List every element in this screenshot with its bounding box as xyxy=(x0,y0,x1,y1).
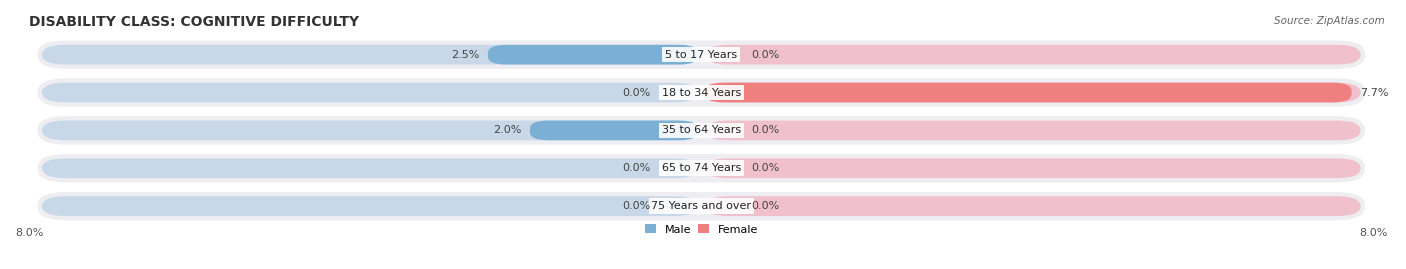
FancyBboxPatch shape xyxy=(38,192,1365,220)
FancyBboxPatch shape xyxy=(42,158,697,178)
Text: 0.0%: 0.0% xyxy=(623,163,651,173)
Text: 0.0%: 0.0% xyxy=(752,125,780,135)
FancyBboxPatch shape xyxy=(704,196,1361,216)
FancyBboxPatch shape xyxy=(704,121,1361,140)
Text: 18 to 34 Years: 18 to 34 Years xyxy=(662,87,741,98)
FancyBboxPatch shape xyxy=(42,45,697,65)
Text: DISABILITY CLASS: COGNITIVE DIFFICULTY: DISABILITY CLASS: COGNITIVE DIFFICULTY xyxy=(30,15,360,29)
Text: 0.0%: 0.0% xyxy=(623,201,651,211)
Text: 2.0%: 2.0% xyxy=(494,125,522,135)
Text: Source: ZipAtlas.com: Source: ZipAtlas.com xyxy=(1274,16,1385,26)
Text: 35 to 64 Years: 35 to 64 Years xyxy=(662,125,741,135)
FancyBboxPatch shape xyxy=(38,154,1365,182)
Text: 0.0%: 0.0% xyxy=(623,87,651,98)
Text: 65 to 74 Years: 65 to 74 Years xyxy=(662,163,741,173)
Text: 2.5%: 2.5% xyxy=(451,50,479,60)
FancyBboxPatch shape xyxy=(488,45,697,65)
FancyBboxPatch shape xyxy=(42,121,697,140)
FancyBboxPatch shape xyxy=(42,196,697,216)
Text: 0.0%: 0.0% xyxy=(752,163,780,173)
FancyBboxPatch shape xyxy=(38,116,1365,145)
Text: 75 Years and over: 75 Years and over xyxy=(651,201,751,211)
FancyBboxPatch shape xyxy=(38,40,1365,69)
FancyBboxPatch shape xyxy=(38,78,1365,107)
Text: 0.0%: 0.0% xyxy=(752,50,780,60)
FancyBboxPatch shape xyxy=(704,83,1361,102)
FancyBboxPatch shape xyxy=(530,121,697,140)
FancyBboxPatch shape xyxy=(704,158,1361,178)
FancyBboxPatch shape xyxy=(704,83,1351,102)
FancyBboxPatch shape xyxy=(42,83,697,102)
Text: 0.0%: 0.0% xyxy=(752,201,780,211)
FancyBboxPatch shape xyxy=(704,45,1361,65)
Text: 5 to 17 Years: 5 to 17 Years xyxy=(665,50,737,60)
Text: 7.7%: 7.7% xyxy=(1360,87,1389,98)
Legend: Male, Female: Male, Female xyxy=(644,224,758,235)
